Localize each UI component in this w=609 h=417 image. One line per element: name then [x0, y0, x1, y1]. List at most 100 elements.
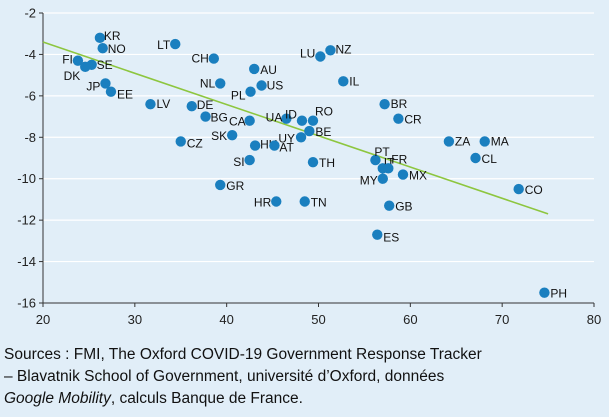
- point-hu: [249, 140, 261, 151]
- y-tick-label: -12: [17, 213, 36, 228]
- point-fr: [383, 163, 394, 174]
- x-tick-label: 80: [587, 312, 601, 327]
- point-label-no: NO: [108, 42, 126, 56]
- point-label-lt: LT: [157, 38, 171, 52]
- point-label-my: MY: [360, 174, 378, 188]
- point-label-it: IT: [384, 155, 395, 169]
- point-label-ma: MA: [491, 134, 509, 148]
- source-line-2: – Blavatnik School of Government, univer…: [4, 368, 445, 385]
- point-at: [269, 140, 280, 151]
- point-label-uy: UY: [278, 131, 295, 145]
- point-uy: [295, 132, 307, 143]
- point-label-mx: MX: [409, 169, 427, 183]
- point-no: [97, 43, 108, 54]
- point-label-fi: FI: [62, 53, 73, 67]
- point-kr: [94, 32, 106, 44]
- point-label-lu: LU: [300, 47, 315, 61]
- x-tick-label: 40: [219, 312, 233, 327]
- point-ch: [208, 53, 220, 64]
- point-jp: [100, 78, 111, 89]
- point-label-jp: JP: [86, 79, 100, 93]
- point-za: [443, 136, 455, 147]
- point-us: [256, 80, 267, 91]
- point-cl: [470, 152, 481, 164]
- point-label-si: SI: [233, 155, 244, 169]
- point-label-za: ZA: [455, 134, 470, 148]
- point-pl: [245, 86, 256, 97]
- point-ph: [539, 287, 550, 298]
- point-be: [304, 125, 315, 137]
- point-au: [249, 63, 260, 75]
- point-gr: [215, 179, 226, 191]
- point-sk: [226, 130, 238, 141]
- point-label-ch: CH: [191, 52, 208, 66]
- point-label-sk: SK: [211, 129, 227, 143]
- y-tick-label: -16: [17, 296, 36, 311]
- point-de: [186, 101, 197, 112]
- point-label-au: AU: [260, 63, 277, 77]
- scatter-chart: -2 -4 -6 -8 -10 -12 -14 -16 20 30 40 50 60 70 80 KR NO F…: [17, 6, 601, 328]
- point-label-dk: DK: [64, 69, 81, 83]
- source-line-3: Google Mobility, calculs Banque de Franc…: [4, 388, 604, 410]
- point-cz: [175, 136, 186, 147]
- point-mx: [397, 169, 409, 180]
- point-nl: [215, 78, 226, 89]
- point-lu: [315, 51, 326, 62]
- point-es: [372, 229, 383, 240]
- point-tn: [299, 196, 310, 207]
- point-lv: [145, 98, 156, 110]
- source-line-1: Sources : FMI, The Oxford COVID-19 Gover…: [4, 346, 482, 363]
- point-hr: [271, 196, 282, 207]
- point-label-ca: CA: [229, 115, 246, 129]
- y-tick-label: -4: [24, 47, 36, 62]
- point-ma: [479, 136, 490, 147]
- y-tick-label: -8: [24, 130, 36, 145]
- point-label-lv: LV: [156, 97, 170, 111]
- point-label-es: ES: [383, 231, 399, 245]
- point-label-pl: PL: [231, 89, 246, 103]
- trendline: [42, 41, 549, 215]
- point-ca: [244, 115, 255, 126]
- point-label-cz: CZ: [187, 136, 203, 150]
- y-tick-label: -2: [24, 6, 36, 21]
- point-label-nl: NL: [200, 76, 216, 90]
- point-label-us: US: [267, 79, 284, 93]
- y-tick-label: -10: [17, 171, 36, 186]
- point-co: [513, 183, 524, 195]
- gridlines: [43, 12, 594, 263]
- trendline-group: [42, 41, 549, 215]
- x-tick-label: 70: [495, 312, 509, 327]
- source-line-3-rest: , calculs Banque de France.: [110, 390, 303, 407]
- point-label-cr: CR: [404, 113, 422, 127]
- point-my: [377, 173, 388, 184]
- point-ro: [307, 115, 319, 126]
- point-il: [338, 76, 349, 87]
- point-label-be: BE: [315, 125, 331, 139]
- point-nz: [325, 45, 336, 56]
- point-label-tn: TN: [311, 196, 327, 210]
- point-label-il: IL: [349, 74, 359, 88]
- point-label-ph: PH: [550, 287, 567, 301]
- y-tick-label: -14: [17, 254, 36, 269]
- point-label-th: TH: [319, 156, 335, 170]
- point-ee: [105, 86, 117, 97]
- point-br: [379, 98, 390, 110]
- point-label-fr: FR: [391, 152, 407, 166]
- point-label-ro: RO: [315, 105, 333, 119]
- point-pt: [370, 154, 381, 166]
- point-cr: [393, 113, 404, 124]
- point-label-gr: GR: [226, 179, 244, 193]
- point-lt: [170, 38, 181, 50]
- point-label-se: SE: [97, 58, 113, 72]
- point-label-de: DE: [197, 98, 214, 112]
- point-id: [296, 115, 308, 126]
- y-tick-label: -6: [24, 88, 36, 103]
- source-google-mobility: Google Mobility: [4, 390, 111, 407]
- point-label-bg: BG: [211, 111, 228, 125]
- source-note: Sources : FMI, The Oxford COVID-19 Gover…: [4, 344, 604, 410]
- point-dk: [80, 61, 91, 73]
- point-label-ee: EE: [117, 88, 133, 102]
